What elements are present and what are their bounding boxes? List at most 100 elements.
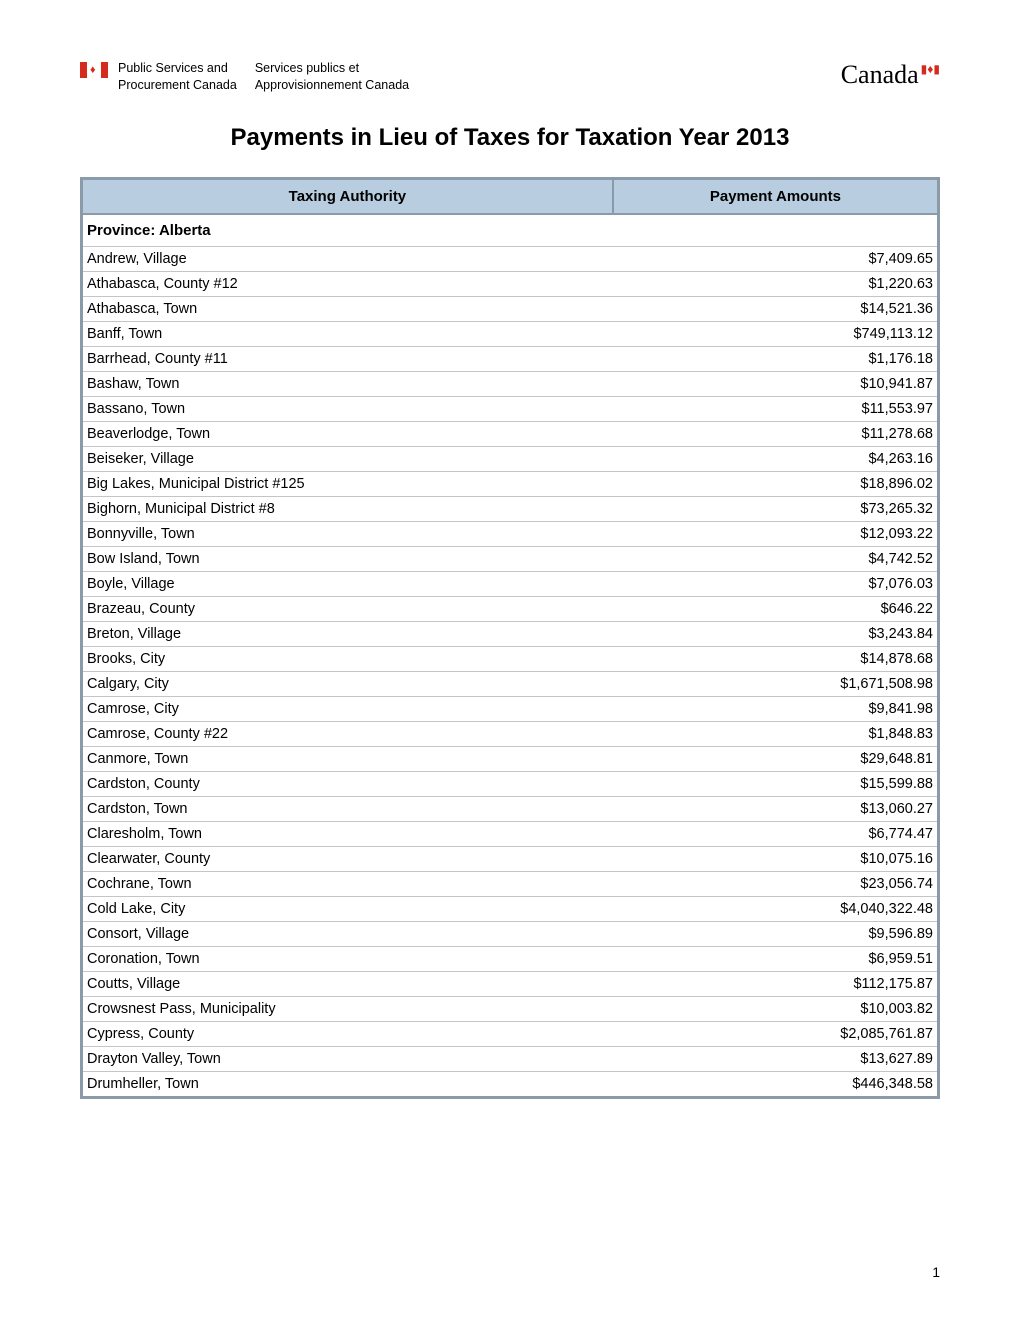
authority-cell: Athabasca, County #12 — [82, 271, 613, 296]
province-header-row: Province: Alberta — [82, 214, 939, 247]
authority-cell: Bonnyville, Town — [82, 521, 613, 546]
authority-cell: Bighorn, Municipal District #8 — [82, 496, 613, 521]
table-row: Bassano, Town$11,553.97 — [82, 396, 939, 421]
authority-cell: Bow Island, Town — [82, 546, 613, 571]
authority-cell: Brooks, City — [82, 646, 613, 671]
department-english: Public Services and Procurement Canada — [118, 60, 237, 94]
table-row: Camrose, County #22$1,848.83 — [82, 721, 939, 746]
authority-cell: Cardston, County — [82, 771, 613, 796]
amount-cell: $23,056.74 — [613, 871, 939, 896]
dept-en-line1: Public Services and — [118, 60, 237, 77]
table-row: Bashaw, Town$10,941.87 — [82, 371, 939, 396]
column-header-authority: Taxing Authority — [82, 178, 613, 214]
authority-cell: Cardston, Town — [82, 796, 613, 821]
amount-cell: $18,896.02 — [613, 471, 939, 496]
amount-cell: $6,959.51 — [613, 946, 939, 971]
table-row: Cardston, Town$13,060.27 — [82, 796, 939, 821]
table-row: Andrew, Village$7,409.65 — [82, 246, 939, 271]
authority-cell: Banff, Town — [82, 321, 613, 346]
authority-cell: Canmore, Town — [82, 746, 613, 771]
authority-cell: Camrose, County #22 — [82, 721, 613, 746]
amount-cell: $10,075.16 — [613, 846, 939, 871]
amount-cell: $749,113.12 — [613, 321, 939, 346]
table-row: Brooks, City$14,878.68 — [82, 646, 939, 671]
amount-cell: $12,093.22 — [613, 521, 939, 546]
province-label: Province: Alberta — [82, 214, 939, 247]
amount-cell: $9,841.98 — [613, 696, 939, 721]
table-row: Drayton Valley, Town$13,627.89 — [82, 1046, 939, 1071]
amount-cell: $13,060.27 — [613, 796, 939, 821]
table-row: Breton, Village$3,243.84 — [82, 621, 939, 646]
table-row: Crowsnest Pass, Municipality$10,003.82 — [82, 996, 939, 1021]
table-row: Athabasca, Town$14,521.36 — [82, 296, 939, 321]
authority-cell: Barrhead, County #11 — [82, 346, 613, 371]
authority-cell: Coronation, Town — [82, 946, 613, 971]
table-header-row: Taxing Authority Payment Amounts — [82, 178, 939, 214]
amount-cell: $73,265.32 — [613, 496, 939, 521]
amount-cell: $446,348.58 — [613, 1071, 939, 1097]
table-row: Bonnyville, Town$12,093.22 — [82, 521, 939, 546]
table-row: Calgary, City$1,671,508.98 — [82, 671, 939, 696]
table-row: Banff, Town$749,113.12 — [82, 321, 939, 346]
authority-cell: Claresholm, Town — [82, 821, 613, 846]
table-row: Beiseker, Village$4,263.16 — [82, 446, 939, 471]
amount-cell: $10,003.82 — [613, 996, 939, 1021]
authority-cell: Bassano, Town — [82, 396, 613, 421]
authority-cell: Beiseker, Village — [82, 446, 613, 471]
canada-flag-icon: ♦ — [80, 62, 108, 78]
authority-cell: Big Lakes, Municipal District #125 — [82, 471, 613, 496]
table-row: Big Lakes, Municipal District #125$18,89… — [82, 471, 939, 496]
table-row: Bow Island, Town$4,742.52 — [82, 546, 939, 571]
authority-cell: Drumheller, Town — [82, 1071, 613, 1097]
table-row: Cypress, County$2,085,761.87 — [82, 1021, 939, 1046]
amount-cell: $14,878.68 — [613, 646, 939, 671]
table-row: Claresholm, Town$6,774.47 — [82, 821, 939, 846]
amount-cell: $7,076.03 — [613, 571, 939, 596]
table-row: Drumheller, Town$446,348.58 — [82, 1071, 939, 1097]
amount-cell: $6,774.47 — [613, 821, 939, 846]
dept-fr-line1: Services publics et — [255, 60, 409, 77]
authority-cell: Coutts, Village — [82, 971, 613, 996]
page-title: Payments in Lieu of Taxes for Taxation Y… — [80, 124, 940, 152]
authority-cell: Breton, Village — [82, 621, 613, 646]
table-row: Cold Lake, City$4,040,322.48 — [82, 896, 939, 921]
authority-cell: Crowsnest Pass, Municipality — [82, 996, 613, 1021]
dept-fr-line2: Approvisionnement Canada — [255, 77, 409, 94]
department-french: Services publics et Approvisionnement Ca… — [255, 60, 409, 94]
authority-cell: Bashaw, Town — [82, 371, 613, 396]
amount-cell: $3,243.84 — [613, 621, 939, 646]
table-row: Clearwater, County$10,075.16 — [82, 846, 939, 871]
government-signature: ♦ Public Services and Procurement Canada… — [80, 60, 409, 94]
amount-cell: $646.22 — [613, 596, 939, 621]
amount-cell: $1,671,508.98 — [613, 671, 939, 696]
amount-cell: $11,553.97 — [613, 396, 939, 421]
authority-cell: Cochrane, Town — [82, 871, 613, 896]
table-row: Boyle, Village$7,076.03 — [82, 571, 939, 596]
amount-cell: $4,742.52 — [613, 546, 939, 571]
authority-cell: Cypress, County — [82, 1021, 613, 1046]
authority-cell: Boyle, Village — [82, 571, 613, 596]
authority-cell: Athabasca, Town — [82, 296, 613, 321]
amount-cell: $1,848.83 — [613, 721, 939, 746]
document-header: ♦ Public Services and Procurement Canada… — [80, 60, 940, 94]
canada-wordmark: Canada▮♦▮ — [841, 60, 940, 90]
table-row: Camrose, City$9,841.98 — [82, 696, 939, 721]
table-row: Bighorn, Municipal District #8$73,265.32 — [82, 496, 939, 521]
amount-cell: $29,648.81 — [613, 746, 939, 771]
column-header-amount: Payment Amounts — [613, 178, 939, 214]
page-number: 1 — [932, 1264, 940, 1280]
table-row: Barrhead, County #11$1,176.18 — [82, 346, 939, 371]
table-row: Coutts, Village$112,175.87 — [82, 971, 939, 996]
amount-cell: $7,409.65 — [613, 246, 939, 271]
amount-cell: $4,040,322.48 — [613, 896, 939, 921]
amount-cell: $14,521.36 — [613, 296, 939, 321]
amount-cell: $1,220.63 — [613, 271, 939, 296]
amount-cell: $1,176.18 — [613, 346, 939, 371]
amount-cell: $15,599.88 — [613, 771, 939, 796]
authority-cell: Consort, Village — [82, 921, 613, 946]
authority-cell: Calgary, City — [82, 671, 613, 696]
table-row: Canmore, Town$29,648.81 — [82, 746, 939, 771]
table-row: Consort, Village$9,596.89 — [82, 921, 939, 946]
table-body: Province: Alberta Andrew, Village$7,409.… — [82, 214, 939, 1098]
dept-en-line2: Procurement Canada — [118, 77, 237, 94]
